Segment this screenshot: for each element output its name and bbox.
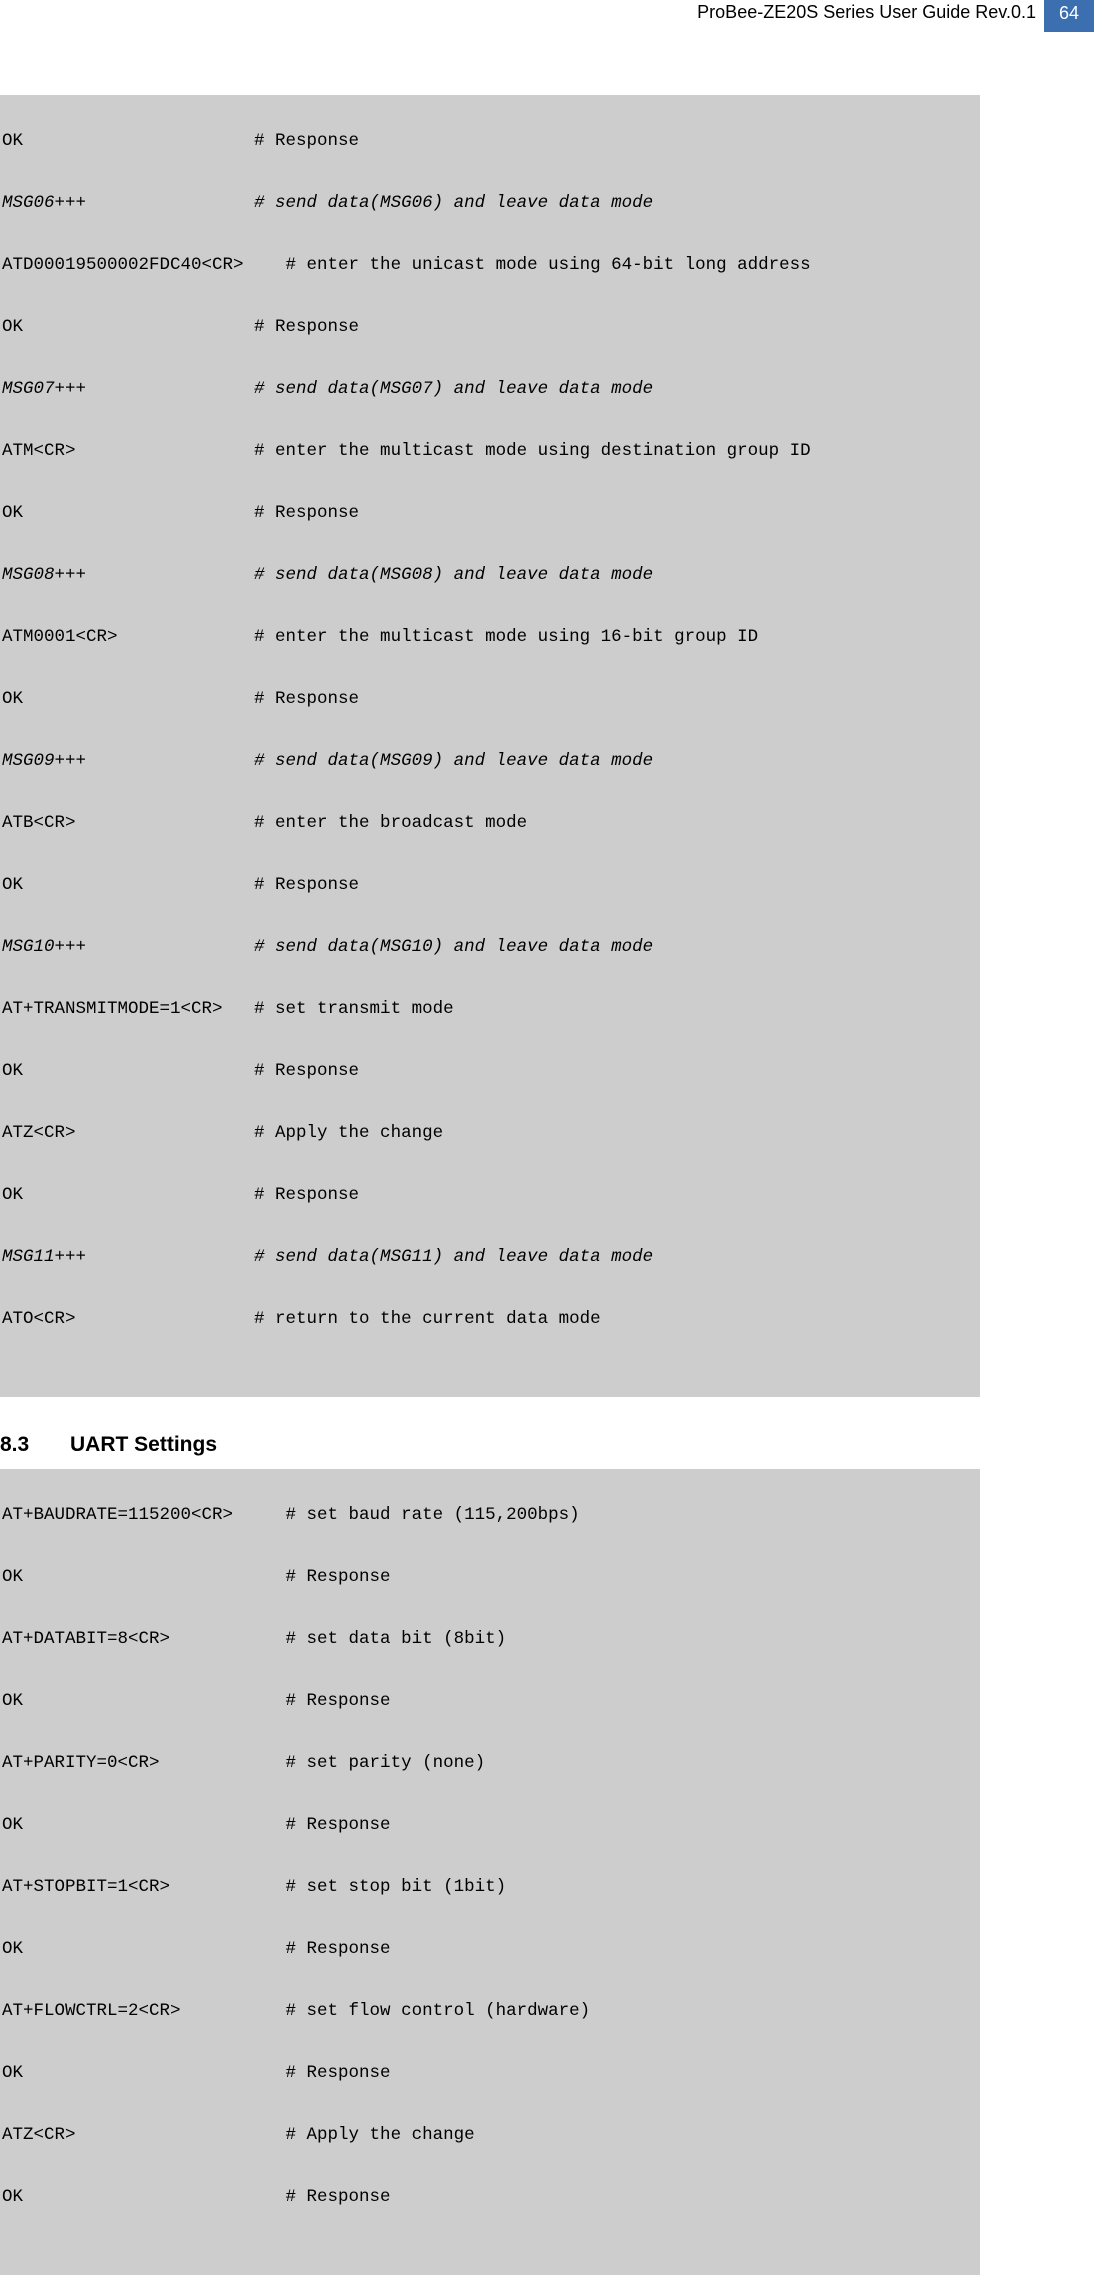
code-line: ATD00019500002FDC40<CR> # enter the unic… — [0, 250, 980, 281]
code-line: MSG11+++ # send data(MSG11) and leave da… — [0, 1242, 980, 1273]
code-line: OK # Response — [0, 684, 980, 715]
code-line: OK # Response — [0, 1810, 980, 1841]
code-line: AT+BAUDRATE=115200<CR> # set baud rate (… — [0, 1500, 980, 1531]
page-content: OK # Response MSG06+++ # send data(MSG06… — [0, 30, 1094, 2275]
code-line: MSG07+++ # send data(MSG07) and leave da… — [0, 374, 980, 405]
code-line: OK # Response — [0, 1056, 980, 1087]
code-line: OK # Response — [0, 126, 980, 157]
code-line: MSG08+++ # send data(MSG08) and leave da… — [0, 560, 980, 591]
page-number-badge: 64 — [1044, 0, 1094, 32]
section-title-text: UART Settings — [70, 1433, 217, 1456]
page-header: ProBee-ZE20S Series User Guide Rev.0.1 6… — [0, 0, 1094, 30]
code-line: OK # Response — [0, 498, 980, 529]
code-line: MSG06+++ # send data(MSG06) and leave da… — [0, 188, 980, 219]
code-line: AT+PARITY=0<CR> # set parity (none) — [0, 1748, 980, 1779]
code-line: ATM<CR> # enter the multicast mode using… — [0, 436, 980, 467]
code-line: AT+FLOWCTRL=2<CR> # set flow control (ha… — [0, 1996, 980, 2027]
code-line: ATO<CR> # return to the current data mod… — [0, 1304, 980, 1335]
code-line: MSG09+++ # send data(MSG09) and leave da… — [0, 746, 980, 777]
code-line: OK # Response — [0, 2182, 980, 2213]
code-line: AT+DATABIT=8<CR> # set data bit (8bit) — [0, 1624, 980, 1655]
code-line: OK # Response — [0, 870, 980, 901]
code-line: OK # Response — [0, 2058, 980, 2089]
section-heading: 8.3UART Settings — [0, 1397, 1094, 1469]
code-line: OK # Response — [0, 1934, 980, 1965]
code-block-1: OK # Response MSG06+++ # send data(MSG06… — [0, 95, 980, 1397]
code-line: MSG10+++ # send data(MSG10) and leave da… — [0, 932, 980, 963]
code-line: ATB<CR> # enter the broadcast mode — [0, 808, 980, 839]
code-line: ATZ<CR> # Apply the change — [0, 2120, 980, 2151]
code-line: OK # Response — [0, 312, 980, 343]
code-line: ATM0001<CR> # enter the multicast mode u… — [0, 622, 980, 653]
code-line: ATZ<CR> # Apply the change — [0, 1118, 980, 1149]
code-line: OK # Response — [0, 1562, 980, 1593]
code-line: AT+STOPBIT=1<CR> # set stop bit (1bit) — [0, 1872, 980, 1903]
code-block-2: AT+BAUDRATE=115200<CR> # set baud rate (… — [0, 1469, 980, 2275]
code-line: OK # Response — [0, 1686, 980, 1717]
section-number: 8.3 — [0, 1433, 70, 1457]
code-line: AT+TRANSMITMODE=1<CR> # set transmit mod… — [0, 994, 980, 1025]
doc-title: ProBee-ZE20S Series User Guide Rev.0.1 — [697, 0, 1044, 25]
code-line: OK # Response — [0, 1180, 980, 1211]
